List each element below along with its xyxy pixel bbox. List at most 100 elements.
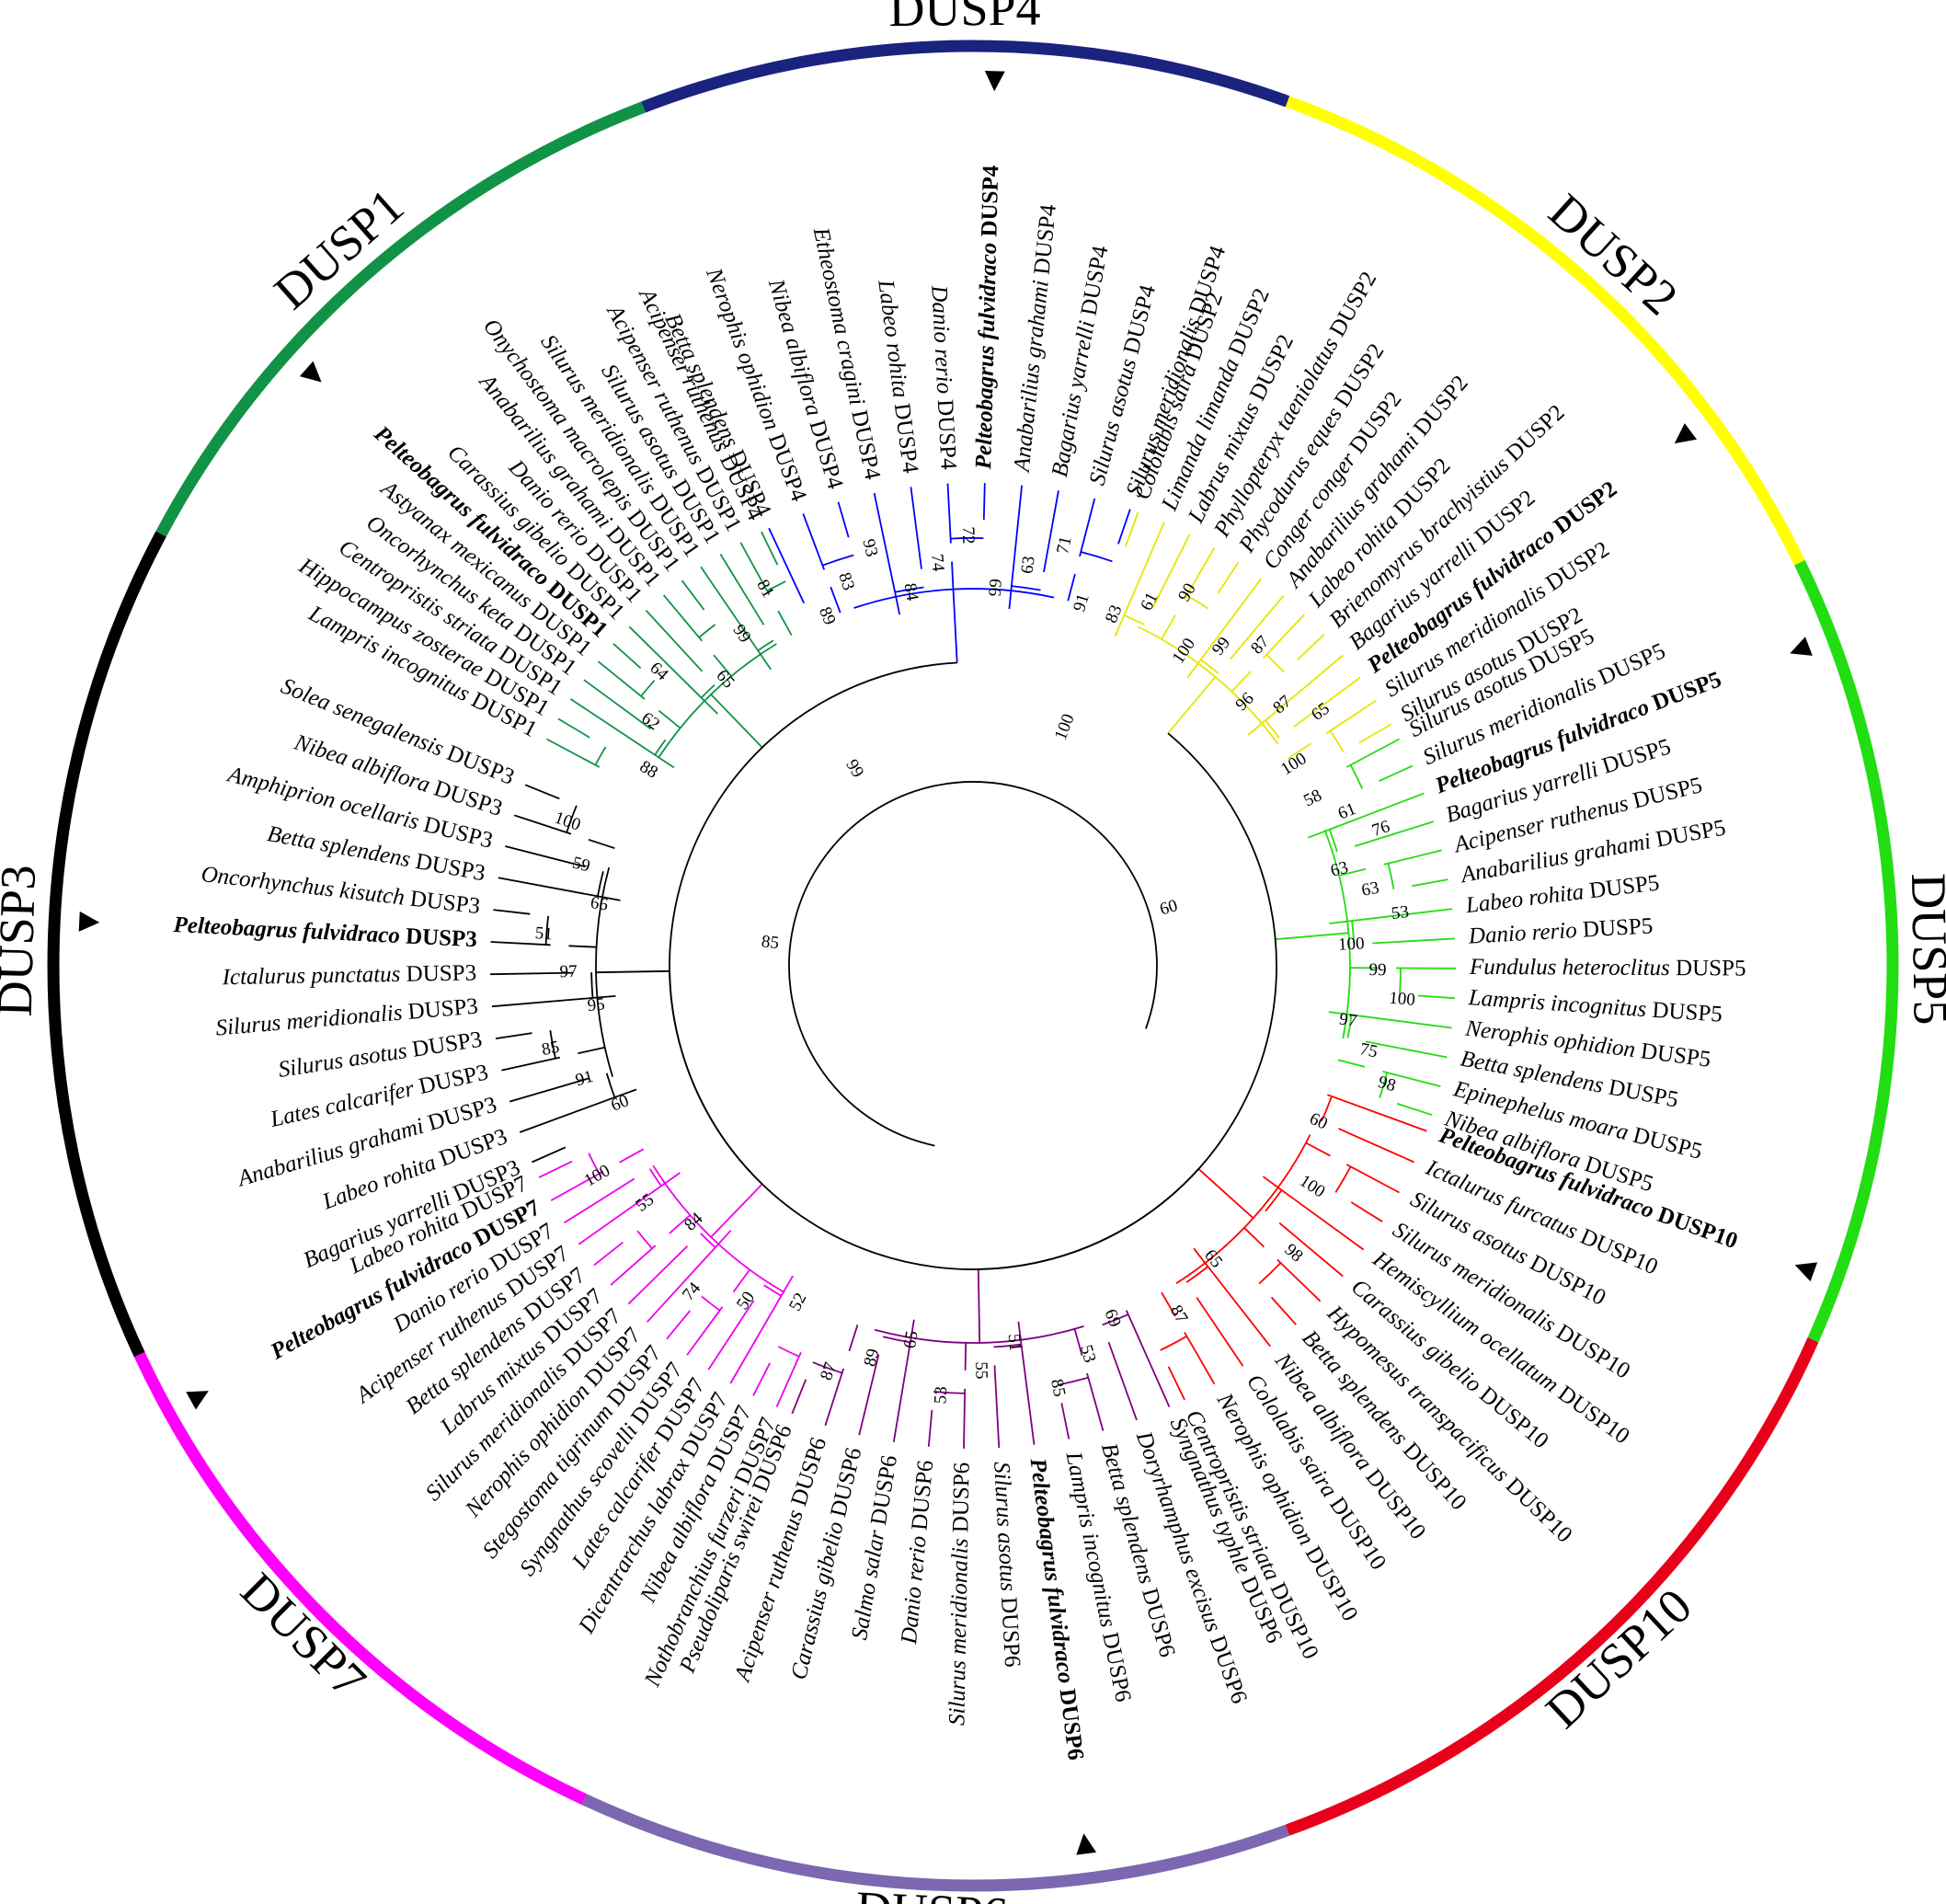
internal-branch <box>1017 1321 1022 1340</box>
bootstrap-value: 53 <box>931 1385 951 1404</box>
leaf-species: Fundulus heteroclitus <box>1469 955 1670 981</box>
terminal-branch <box>1383 849 1442 866</box>
terminal-branch <box>1196 1297 1244 1367</box>
clade-bracket <box>595 866 613 1077</box>
leaf-species: Oncorhynchus kisutch <box>200 862 406 911</box>
internal-branch <box>822 554 854 567</box>
clade-stem <box>1275 932 1349 941</box>
internal-branch <box>636 1230 653 1249</box>
clade-label-dusp3: DUSP3 <box>0 864 46 1017</box>
internal-branch <box>1124 614 1145 625</box>
leaf-gene: DUSP10 <box>1547 1316 1634 1383</box>
internal-branch <box>1247 722 1263 736</box>
internal-branch <box>1231 671 1252 693</box>
internal-branch <box>1073 1328 1083 1356</box>
leaf-gene: DUSP5 <box>1589 638 1668 693</box>
terminal-branch <box>524 784 560 800</box>
bootstrap-value: 76 <box>1369 817 1392 841</box>
leaf-gene: DUSP5 <box>1633 1038 1711 1072</box>
bootstrap-value: 84 <box>681 1209 707 1235</box>
clade-arc-dusp5 <box>1793 559 1899 1343</box>
highlight-marker <box>984 71 1005 92</box>
terminal-branch <box>858 1354 880 1436</box>
internal-branch <box>654 739 667 756</box>
internal-branch <box>588 1153 601 1175</box>
internal-branch <box>594 746 607 766</box>
bootstrap-value: 60 <box>608 1091 631 1115</box>
bootstrap-value: 96 <box>1231 689 1257 715</box>
terminal-branch <box>532 1146 567 1164</box>
internal-branch <box>700 683 715 699</box>
root-branch <box>669 970 763 1186</box>
highlight-marker <box>1674 423 1697 444</box>
clade-bracket <box>1138 625 1279 745</box>
internal-branch <box>894 586 924 593</box>
leaf-gene: DUSP2 <box>1545 476 1622 543</box>
internal-branch <box>704 700 719 715</box>
bootstrap-value: 61 <box>1137 590 1162 614</box>
leaf-species: Anabarilius grahami <box>1009 279 1053 475</box>
terminal-branch <box>593 1241 624 1267</box>
internal-branch <box>1338 867 1367 877</box>
terminal-branch <box>1278 1222 1344 1278</box>
terminal-branch <box>1358 723 1392 744</box>
internal-branch <box>1161 1291 1176 1317</box>
leaf-species: Danio rerio <box>1467 918 1577 949</box>
internal-branch <box>597 995 616 999</box>
internal-branch <box>1288 742 1312 760</box>
internal-branch <box>1399 968 1402 995</box>
bootstrap-value: 99 <box>1208 634 1234 660</box>
terminal-branch <box>1079 498 1096 557</box>
bootstrap-value: 83 <box>1102 602 1127 625</box>
terminal-branch <box>550 1170 604 1201</box>
internal-branch <box>605 1072 616 1098</box>
terminal-branch <box>501 1056 561 1072</box>
clade-label-dusp10: DUSP10 <box>1535 1577 1701 1738</box>
internal-branch <box>1321 1095 1333 1122</box>
terminal-branch <box>645 609 704 672</box>
internal-branch <box>1193 1247 1207 1264</box>
leaf-gene: DUSP6 <box>1096 1624 1136 1703</box>
terminal-branch <box>1217 561 1240 594</box>
terminal-branch <box>1043 490 1059 573</box>
terminal-branch <box>824 1368 845 1427</box>
internal-branch <box>664 1172 681 1185</box>
leaf-label: Pelteobagrus fulvidraco DUSP3 <box>172 912 477 952</box>
internal-branch <box>700 1233 716 1248</box>
leaf-gene: DUSP4 <box>845 402 885 482</box>
internal-branch <box>910 1319 915 1338</box>
bootstrap-value: 89 <box>860 1347 883 1369</box>
clade-arcs <box>47 40 1899 1892</box>
terminal-branch <box>719 554 765 625</box>
internal-branch <box>1186 662 1199 679</box>
bootstrap-value: 63 <box>1360 878 1381 900</box>
bootstrap-value: 55 <box>971 1361 990 1379</box>
clade-stem <box>1167 676 1217 734</box>
terminal-branch <box>1346 908 1453 923</box>
terminal-branch <box>1125 1310 1171 1407</box>
leaf-gene: DUSP5 <box>1645 997 1723 1027</box>
terminal-branch <box>681 579 705 611</box>
internal-branch <box>1102 1313 1129 1326</box>
internal-branch <box>658 709 681 729</box>
terminal-branch <box>752 1362 772 1396</box>
leaf-gene: DUSP5 <box>1601 1073 1680 1112</box>
internal-branch <box>1258 1262 1282 1285</box>
bootstrap-value: 85 <box>540 1038 561 1060</box>
internal-branch <box>1114 619 1124 637</box>
bootstrap-value: 100 <box>1169 635 1199 667</box>
terminal-branch <box>495 1032 532 1039</box>
internal-branch <box>1328 1011 1347 1015</box>
internal-branch <box>601 896 621 901</box>
terminal-branch <box>1326 1094 1427 1132</box>
bootstrap-value: 74 <box>927 553 948 572</box>
internal-branch <box>1379 1072 1389 1098</box>
internal-branch <box>1008 591 1013 610</box>
leaf-gene: DUSP10 <box>1497 1469 1577 1548</box>
internal-branch <box>1058 1376 1089 1386</box>
terminal-branch <box>597 660 646 700</box>
bootstrap-value: 51 <box>534 923 553 944</box>
bootstrap-value: 87 <box>817 1359 841 1382</box>
internal-branch <box>619 1148 645 1164</box>
